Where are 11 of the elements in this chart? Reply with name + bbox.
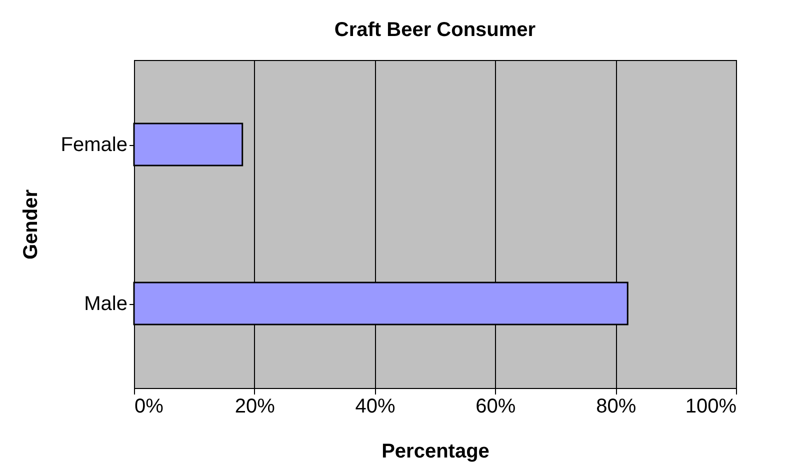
chart-title: Craft Beer Consumer <box>334 19 536 41</box>
x-tick-label: 100% <box>685 396 737 418</box>
y-axis-title: Gender <box>20 189 42 260</box>
x-tick-label: 20% <box>234 396 276 418</box>
y-tick-label: Male <box>84 293 128 315</box>
x-axis-title: Percentage <box>382 440 490 462</box>
x-tick-label: 60% <box>476 396 516 418</box>
y-tick-label: Female <box>60 134 128 156</box>
x-tick-label: 80% <box>596 396 636 418</box>
x-tick-label: 40% <box>355 396 396 418</box>
x-tick-label: 0% <box>134 396 164 418</box>
